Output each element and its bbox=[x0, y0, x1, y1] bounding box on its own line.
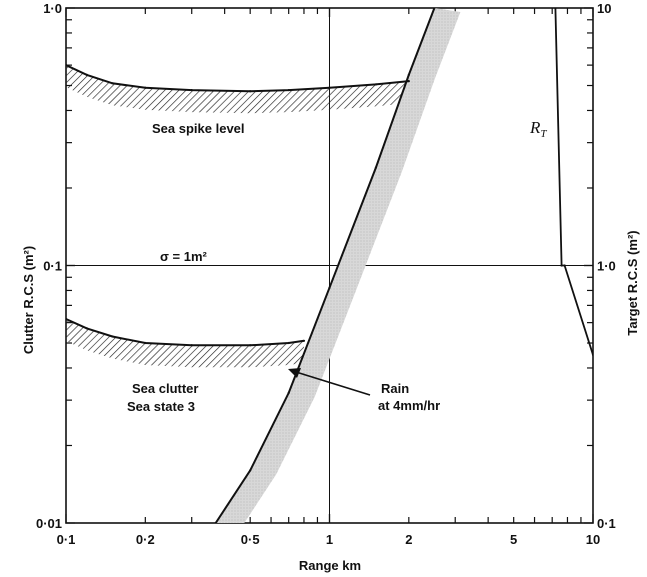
x-axis-title: Range km bbox=[299, 558, 361, 573]
x-tick-label: 5 bbox=[510, 532, 517, 547]
y-left-tick-label: 1·0 bbox=[43, 1, 62, 16]
x-tick-label: 1 bbox=[326, 532, 333, 547]
x-tick-label: 0·2 bbox=[136, 532, 155, 547]
rt-label-main: R bbox=[529, 118, 541, 137]
rain-point bbox=[433, 8, 436, 10]
sea-clutter-hatch-band bbox=[66, 319, 304, 368]
sea-clutter-point bbox=[249, 344, 252, 347]
target-point bbox=[554, 8, 557, 10]
sea-spike-point bbox=[407, 80, 410, 83]
rain-stipple-band bbox=[215, 8, 461, 523]
y-left-tick-label: 0·1 bbox=[43, 259, 62, 274]
sea-spike-label: Sea spike level bbox=[152, 121, 245, 136]
sea-spike-points bbox=[66, 64, 410, 93]
rain-label-line2: at 4mm/hr bbox=[378, 398, 440, 413]
sea-spike-point bbox=[190, 88, 193, 92]
sea-clutter-point bbox=[287, 341, 290, 345]
rt-label-sub: T bbox=[540, 128, 547, 140]
rain-arrow-head bbox=[288, 368, 301, 378]
target-point bbox=[563, 264, 566, 267]
rain-point bbox=[328, 286, 331, 289]
sea-spike-point bbox=[249, 90, 252, 93]
x-tick-label: 0·5 bbox=[241, 532, 260, 547]
rain-point bbox=[374, 166, 378, 169]
target-series-line bbox=[554, 8, 593, 356]
target-point bbox=[560, 264, 563, 267]
x-tick-label: 10 bbox=[586, 532, 600, 547]
sea-clutter-label-line2: Sea state 3 bbox=[127, 399, 195, 414]
sea-clutter-point bbox=[190, 344, 193, 347]
rain-point bbox=[287, 391, 290, 395]
sea-clutter-point bbox=[66, 317, 68, 321]
sea-clutter-point bbox=[144, 341, 147, 345]
sea-spike-series-line bbox=[66, 64, 409, 93]
sea-clutter-point bbox=[302, 339, 306, 342]
sea-spike-point bbox=[287, 88, 290, 92]
y-left-axis-ticks: 0·01 0·1 1·0 bbox=[36, 1, 75, 531]
x-tick-label: 2 bbox=[405, 532, 412, 547]
target-point bbox=[591, 353, 593, 356]
x-tick-label: 0·1 bbox=[57, 532, 76, 547]
y-right-tick-label: 1·0 bbox=[597, 259, 616, 274]
rain-label-line1: Rain bbox=[381, 381, 409, 396]
sigma-label: σ = 1m² bbox=[160, 249, 207, 264]
rain-point bbox=[214, 521, 217, 523]
target-points bbox=[554, 8, 593, 356]
sea-clutter-point bbox=[85, 327, 88, 330]
sea-clutter-points bbox=[66, 317, 306, 347]
y-right-axis-title: Target R.C.S (m²) bbox=[625, 230, 640, 335]
rain-points bbox=[214, 8, 436, 523]
sea-clutter-point bbox=[111, 335, 114, 338]
rain-point bbox=[249, 469, 252, 472]
sea-spike-point bbox=[66, 64, 68, 67]
rain-arrow-shaft bbox=[295, 371, 371, 396]
y-right-tick-label: 0·1 bbox=[597, 516, 616, 531]
sea-spike-point bbox=[328, 86, 331, 89]
y-left-tick-label: 0·01 bbox=[36, 516, 62, 531]
rt-label: RT bbox=[529, 118, 547, 140]
y-right-tick-label: 10 bbox=[597, 1, 611, 16]
sea-clutter-label-line1: Sea clutter bbox=[132, 381, 198, 396]
sea-spike-point bbox=[111, 82, 114, 85]
sea-spike-point bbox=[85, 73, 88, 76]
sea-spike-hatch-band bbox=[66, 65, 409, 114]
sea-spike-point bbox=[144, 86, 147, 89]
y-left-axis-title: Clutter R.C.S (m²) bbox=[21, 246, 36, 354]
rain-point bbox=[407, 73, 410, 76]
sea-clutter-series-line bbox=[66, 318, 305, 347]
sea-spike-point bbox=[374, 83, 378, 86]
